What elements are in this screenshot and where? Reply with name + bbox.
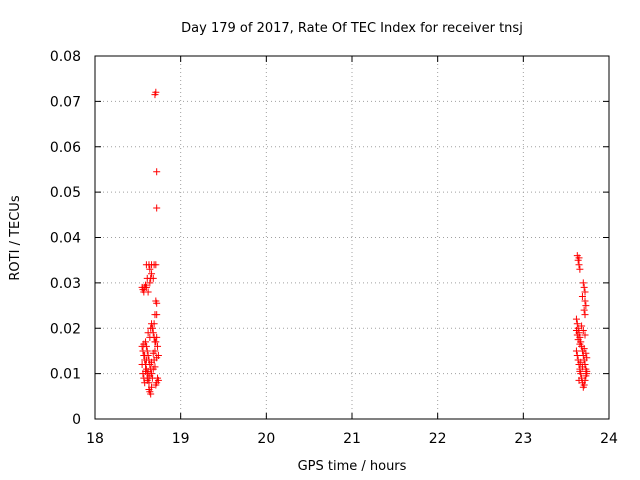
y-tick-label: 0 <box>72 412 81 428</box>
data-point <box>149 274 157 282</box>
data-point <box>154 342 162 350</box>
data-point <box>583 354 591 362</box>
data-point <box>151 338 159 346</box>
data-point <box>143 376 151 384</box>
data-point <box>582 372 590 380</box>
y-tick-label: 0.05 <box>50 185 81 201</box>
data-point <box>152 261 160 269</box>
data-point <box>580 345 588 353</box>
data-point <box>142 367 150 375</box>
data-point <box>146 279 154 287</box>
data-point <box>146 265 154 273</box>
data-point <box>141 351 149 359</box>
data-point <box>144 288 152 296</box>
data-point <box>146 372 154 380</box>
axis-ticks <box>94 55 610 420</box>
data-point <box>576 340 584 348</box>
data-point <box>153 354 161 362</box>
data-point <box>153 204 161 212</box>
y-tick-label: 0.06 <box>50 140 81 156</box>
data-point <box>580 283 588 291</box>
data-point <box>575 261 583 269</box>
data-point <box>139 286 147 294</box>
data-point <box>575 376 583 384</box>
data-point <box>581 376 589 384</box>
data-point <box>581 288 589 296</box>
data-point <box>147 390 155 398</box>
data-point <box>578 322 586 330</box>
x-tick-label: 18 <box>86 431 104 447</box>
data-point <box>142 281 150 289</box>
data-point <box>573 320 581 328</box>
data-point <box>573 331 581 339</box>
data-point <box>573 351 581 359</box>
data-point <box>574 336 582 344</box>
data-point <box>580 381 588 389</box>
tick-labels: 18 19 20 21 22 23 24 0 0.01 0.02 0.03 0.04 0.05 0.06 0… <box>50 49 618 447</box>
data-point <box>142 356 150 364</box>
data-point <box>575 254 583 262</box>
data-point <box>578 292 586 300</box>
data-point <box>148 270 156 278</box>
x-axis-label: GPS time / hours <box>298 459 407 474</box>
data-point <box>572 315 580 323</box>
x-tick-label: 23 <box>514 431 532 447</box>
y-tick-label: 0.08 <box>50 49 81 65</box>
data-point <box>576 367 584 375</box>
y-tick-label: 0.02 <box>50 321 81 337</box>
y-tick-label: 0.07 <box>50 94 81 110</box>
data-point <box>152 88 160 96</box>
data-point <box>144 329 152 337</box>
data-point <box>145 386 153 394</box>
data-point <box>138 361 146 369</box>
data-points <box>138 88 591 398</box>
data-point <box>576 265 584 273</box>
data-point <box>581 331 589 339</box>
data-point <box>579 279 587 287</box>
gridlines <box>95 56 609 419</box>
y-tick-label: 0.04 <box>50 231 81 247</box>
data-point <box>149 349 157 357</box>
data-point <box>577 358 585 366</box>
data-point <box>146 333 154 341</box>
data-point <box>153 311 161 319</box>
y-tick-label: 0.01 <box>50 367 81 383</box>
x-tick-label: 20 <box>257 431 275 447</box>
data-point <box>581 311 589 319</box>
y-axis-label: ROTI / TECUs <box>8 195 23 280</box>
chart-title: Day 179 of 2017, Rate Of TEC Index for r… <box>181 21 523 36</box>
data-point <box>582 302 590 310</box>
data-point <box>151 363 159 371</box>
data-point <box>581 297 589 305</box>
data-point <box>572 327 580 335</box>
data-point <box>579 327 587 335</box>
x-tick-label: 19 <box>172 431 190 447</box>
data-point <box>582 349 590 357</box>
data-point <box>154 376 162 384</box>
data-point <box>572 347 580 355</box>
x-tick-label: 22 <box>429 431 447 447</box>
data-point <box>578 363 586 371</box>
data-point <box>148 320 156 328</box>
data-point <box>147 324 155 332</box>
x-tick-label: 24 <box>600 431 618 447</box>
data-point <box>580 306 588 314</box>
data-point <box>148 358 156 366</box>
y-tick-label: 0.03 <box>50 276 81 292</box>
data-point <box>153 168 161 176</box>
data-point <box>140 340 148 348</box>
x-tick-label: 21 <box>343 431 361 447</box>
data-point <box>143 347 151 355</box>
data-point <box>153 299 161 307</box>
data-point <box>583 367 591 375</box>
